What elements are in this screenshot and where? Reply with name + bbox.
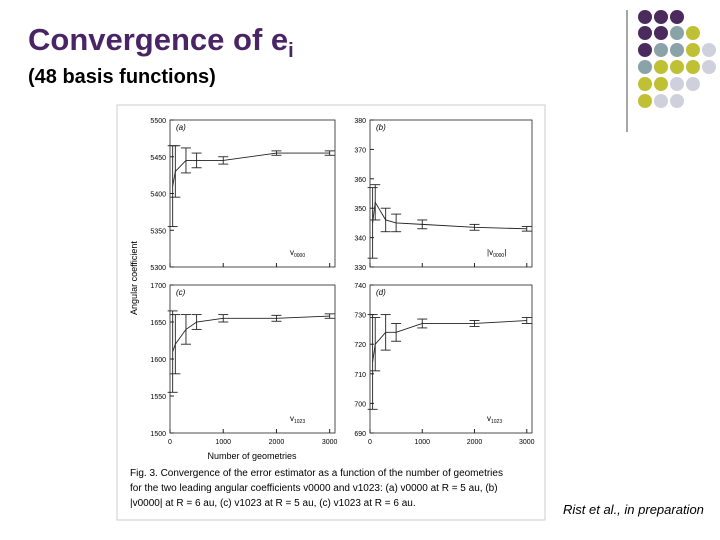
x-tick-label: 2000 xyxy=(467,439,483,446)
panel-tag: (b) xyxy=(376,123,386,132)
slide-subtitle: (48 basis functions) xyxy=(28,66,216,88)
error-bar xyxy=(324,150,335,156)
error-bar xyxy=(271,314,282,322)
x-tick-label: 3000 xyxy=(322,439,338,446)
error-bar xyxy=(170,314,181,375)
y-tick-label: 5350 xyxy=(150,228,166,235)
error-bar xyxy=(271,150,282,156)
plot-frame xyxy=(369,119,533,268)
label-subscript: 0000 xyxy=(294,253,305,259)
y-tick-label: 1600 xyxy=(150,357,166,364)
y-tick-label: 700 xyxy=(354,401,366,408)
y-tick-label: 720 xyxy=(354,342,366,349)
slide-title: Convergence of ei xyxy=(28,22,294,63)
error-bar xyxy=(380,314,391,351)
panel-label: v1023 xyxy=(290,414,305,425)
error-bar xyxy=(521,317,532,324)
label-text: |v xyxy=(487,248,493,257)
panel-tag: (d) xyxy=(376,288,386,297)
title-subscript: i xyxy=(288,40,294,63)
y-tick-label: 690 xyxy=(354,431,366,438)
y-tick-label: 730 xyxy=(354,313,366,320)
y-tick-label: 350 xyxy=(354,206,366,213)
figure-frame xyxy=(116,104,546,521)
error-bar xyxy=(391,213,402,233)
dot-grid xyxy=(638,10,716,108)
y-axis-label: Angular coefficient xyxy=(129,241,139,315)
plot-frame xyxy=(369,284,533,434)
error-bar xyxy=(469,320,480,327)
credit: Rist et al., in preparation xyxy=(563,502,704,517)
y-tick-label: 1650 xyxy=(150,320,166,327)
x-tick-label: 1000 xyxy=(215,439,231,446)
error-bar xyxy=(218,156,229,165)
error-bar xyxy=(167,310,178,393)
y-tick-label: 330 xyxy=(354,265,366,272)
x-tick-label: 3000 xyxy=(519,439,535,446)
error-bar xyxy=(324,313,335,319)
y-tick-label: 1700 xyxy=(150,283,166,290)
x-tick-label: 0 xyxy=(368,439,372,446)
error-bar xyxy=(180,147,191,174)
x-axis-label: Number of geometries xyxy=(207,451,297,461)
error-bar xyxy=(417,219,428,230)
panel-label: v1023 xyxy=(487,414,502,425)
caption-line: |v0000| at R = 6 au, (c) v1023 at R = 5 … xyxy=(130,498,416,509)
panel-tag: (c) xyxy=(176,288,186,297)
error-bar xyxy=(370,317,381,372)
y-tick-label: 5400 xyxy=(150,192,166,199)
y-tick-label: 5300 xyxy=(150,265,166,272)
error-bar xyxy=(417,318,428,329)
y-tick-label: 740 xyxy=(354,283,366,290)
error-bar xyxy=(170,145,181,198)
error-bar xyxy=(191,314,202,330)
caption-line: for the two leading angular coefficients… xyxy=(130,483,498,494)
label-text: v xyxy=(487,414,491,423)
x-tick-label: 1000 xyxy=(414,439,430,446)
y-tick-label: 360 xyxy=(354,177,366,184)
error-bar xyxy=(469,223,480,231)
panel-label: v0000 xyxy=(290,248,305,259)
error-bar xyxy=(391,323,402,342)
y-tick-label: 380 xyxy=(354,118,366,125)
error-bar xyxy=(367,314,378,410)
y-tick-label: 5450 xyxy=(150,155,166,162)
label-subscript: 0000 xyxy=(493,253,504,259)
x-tick-label: 2000 xyxy=(269,439,285,446)
error-bar xyxy=(180,314,191,345)
panel-label: |v0000| xyxy=(487,248,506,259)
y-tick-label: 5500 xyxy=(150,118,166,125)
label-text: v xyxy=(290,248,294,257)
y-tick-label: 370 xyxy=(354,147,366,154)
caption-line: Fig. 3. Convergence of the error estimat… xyxy=(130,468,503,479)
label-subscript: 1023 xyxy=(491,419,502,425)
label-subscript: 1023 xyxy=(294,419,305,425)
x-tick-label: 0 xyxy=(168,439,172,446)
label-text: v xyxy=(290,414,294,423)
y-tick-label: 710 xyxy=(354,372,366,379)
error-bar xyxy=(191,152,202,169)
error-bar xyxy=(218,314,229,323)
error-bar xyxy=(521,225,532,232)
label-end: | xyxy=(504,248,506,257)
y-tick-label: 1500 xyxy=(150,431,166,438)
y-tick-label: 1550 xyxy=(150,394,166,401)
panel-tag: (a) xyxy=(176,123,186,132)
error-bar xyxy=(370,184,381,221)
error-bar xyxy=(367,187,378,259)
title-text: Convergence of e xyxy=(28,22,289,57)
y-tick-label: 340 xyxy=(354,236,366,243)
error-bar xyxy=(380,207,391,233)
